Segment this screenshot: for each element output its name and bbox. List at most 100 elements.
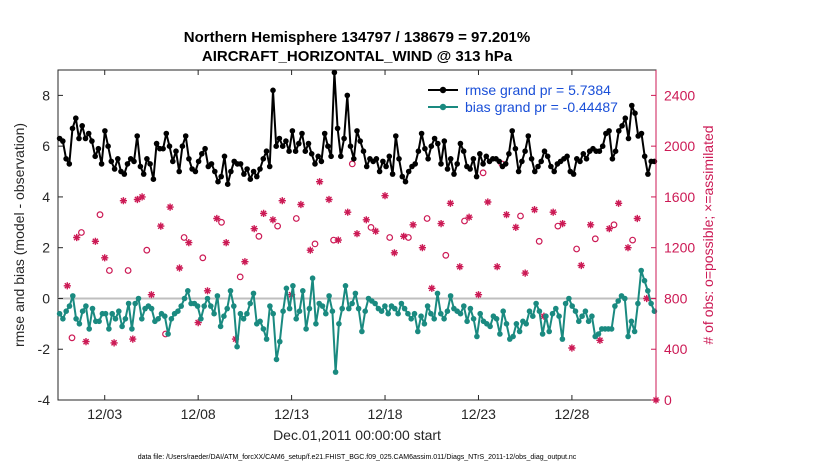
obs-assimilated-marker — [157, 222, 165, 230]
obs-assimilated-marker — [203, 287, 212, 295]
obs-possible-marker — [535, 237, 543, 245]
bias-point — [635, 300, 641, 307]
legend-rmse-label: rmse grand pr = 5.7384 — [465, 82, 611, 98]
rmse-point — [98, 161, 105, 167]
bias-point — [112, 316, 119, 322]
rmse-point — [124, 161, 131, 167]
bias-point — [132, 300, 138, 307]
rmse-point — [596, 148, 603, 154]
bias-point — [273, 356, 280, 363]
bias-point — [260, 326, 267, 332]
obs-assimilated-marker — [362, 216, 370, 224]
obs-assimilated-marker — [484, 198, 492, 206]
bias-point — [434, 290, 441, 297]
rmse-point — [108, 158, 115, 165]
obs-assimilated-marker — [185, 239, 193, 247]
bias-point — [102, 310, 109, 317]
y-right-tick-label: 800 — [664, 290, 688, 306]
obs-possible-marker — [442, 251, 450, 259]
bias-point — [500, 308, 507, 315]
obs-possible-marker — [77, 229, 85, 236]
bias-point — [300, 288, 306, 294]
obs-assimilated-marker — [474, 291, 483, 299]
bias-series — [56, 267, 658, 375]
rmse-point — [506, 151, 512, 157]
bias-point — [447, 293, 454, 299]
rmse-point — [338, 153, 344, 160]
rmse-point — [405, 168, 412, 175]
rmse-point — [85, 130, 92, 137]
y-left-tick-label: -2 — [38, 341, 51, 357]
y-left-tick-label: 4 — [42, 189, 50, 205]
bias-point — [474, 333, 480, 340]
rmse-point — [111, 166, 118, 172]
bias-point — [208, 303, 214, 309]
x-axis-label: Dec.01,2011 00:00:00 start — [273, 427, 441, 443]
rmse-point — [147, 161, 153, 167]
rmse-point — [428, 143, 435, 149]
bias-point — [66, 303, 73, 309]
rmse-point — [325, 143, 331, 149]
bias-point — [510, 333, 516, 340]
rmse-point — [522, 148, 528, 154]
bias-point — [638, 267, 644, 274]
rmse-point — [244, 166, 250, 172]
bias-point — [346, 305, 352, 312]
bias-point — [355, 305, 362, 312]
legend-bias-marker — [439, 103, 447, 111]
bias-point — [336, 321, 342, 327]
obs-assimilated-marker — [577, 261, 585, 270]
rmse-point — [444, 166, 451, 172]
obs-possible-marker — [199, 254, 207, 262]
rmse-point — [257, 166, 263, 172]
rmse-point — [502, 161, 509, 167]
rmse-point — [276, 135, 283, 142]
bias-point — [185, 288, 191, 294]
rmse-point — [363, 163, 370, 170]
obs-assimilated-marker — [129, 335, 137, 343]
obs-possible-marker — [479, 169, 487, 177]
bias-point — [421, 321, 428, 327]
y-left-tick-label: -4 — [38, 392, 51, 408]
bias-point — [549, 310, 556, 317]
bias-point — [526, 308, 533, 315]
y-right-tick-label: 2400 — [664, 87, 695, 103]
obs-assimilated-marker — [175, 264, 184, 272]
rmse-point — [548, 163, 554, 170]
rmse-point — [438, 161, 444, 167]
rmse-point — [173, 148, 179, 154]
rmse-point — [564, 153, 570, 160]
bias-point — [109, 310, 115, 317]
obs-possible-marker — [517, 212, 524, 220]
legend-rmse-marker — [439, 86, 447, 94]
bias-point — [178, 303, 184, 309]
bias-point — [86, 326, 92, 332]
bias-point — [543, 313, 549, 320]
obs-assimilated-marker — [250, 225, 258, 233]
obs-assimilated-marker — [549, 208, 557, 216]
x-tick-label: 12/28 — [554, 406, 589, 422]
bias-point — [382, 303, 388, 309]
rmse-point — [179, 143, 186, 149]
rmse-point — [308, 151, 315, 157]
obs-assimilated-marker — [530, 206, 539, 214]
bias-point — [204, 295, 211, 302]
rmse-point — [515, 168, 522, 175]
bias-point — [286, 305, 293, 312]
obs-assimilated-marker — [493, 263, 501, 271]
obs-possible-marker — [573, 245, 580, 253]
rmse-point — [454, 161, 461, 167]
rmse-point — [212, 168, 218, 175]
rmse-point — [619, 123, 625, 129]
rmse-point — [380, 158, 386, 165]
bias-point — [438, 310, 444, 317]
bias-point — [562, 300, 569, 307]
rmse-point — [383, 163, 389, 170]
rmse-point — [331, 69, 338, 76]
obs-assimilated-marker — [587, 221, 595, 229]
bias-point — [73, 316, 79, 322]
bias-point — [240, 316, 247, 322]
rmse-point — [321, 130, 328, 137]
bias-point — [227, 288, 234, 294]
y-right-tick-label: 0 — [664, 392, 672, 408]
